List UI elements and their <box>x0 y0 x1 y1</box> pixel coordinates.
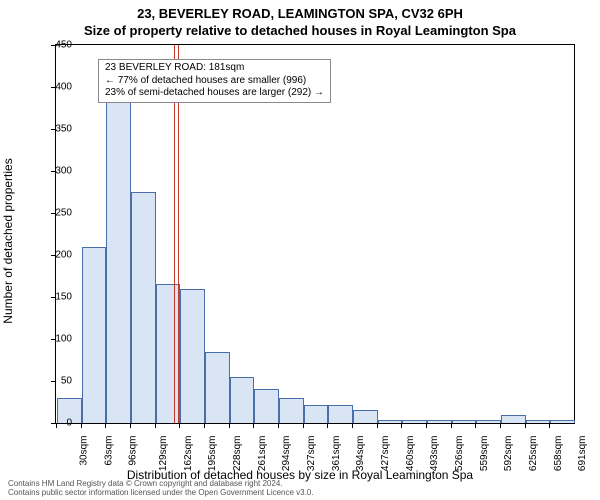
histogram-bar <box>279 398 304 423</box>
x-tick-label: 493sqm <box>429 436 440 472</box>
x-tick-mark <box>278 424 279 428</box>
histogram-bar <box>378 420 403 423</box>
histogram-bar <box>452 420 477 423</box>
footer-credits: Contains HM Land Registry data © Crown c… <box>8 480 314 498</box>
histogram-bar <box>328 405 353 423</box>
x-tick-label: 526sqm <box>454 436 465 472</box>
x-tick-label: 96sqm <box>128 436 139 466</box>
chart-title-line2: Size of property relative to detached ho… <box>0 23 600 38</box>
x-tick-label: 162sqm <box>183 436 194 472</box>
y-tick-mark <box>51 381 55 382</box>
histogram-bar <box>476 420 501 423</box>
x-tick-mark <box>451 424 452 428</box>
x-tick-mark <box>303 424 304 428</box>
x-tick-label: 592sqm <box>503 436 514 472</box>
footer-line3: Contains public sector information licen… <box>8 489 314 498</box>
x-tick-label: 625sqm <box>528 436 539 472</box>
y-tick-mark <box>51 255 55 256</box>
x-tick-mark <box>401 424 402 428</box>
histogram-bar <box>254 389 279 423</box>
histogram-bar <box>353 410 378 423</box>
x-tick-label: 195sqm <box>207 436 218 472</box>
plot-area: 23 BEVERLEY ROAD: 181sqm← 77% of detache… <box>55 44 575 424</box>
x-tick-mark <box>155 424 156 428</box>
histogram-bar <box>156 284 181 423</box>
x-tick-label: 460sqm <box>405 436 416 472</box>
histogram-bar <box>526 420 551 423</box>
histogram-bar <box>550 420 575 423</box>
annotation-line1: 23 BEVERLEY ROAD: 181sqm <box>105 62 324 75</box>
x-tick-mark <box>229 424 230 428</box>
annotation-box: 23 BEVERLEY ROAD: 181sqm← 77% of detache… <box>98 59 331 103</box>
histogram-bar <box>501 415 526 423</box>
x-tick-mark <box>130 424 131 428</box>
annotation-line2: ← 77% of detached houses are smaller (99… <box>105 75 324 88</box>
x-tick-mark <box>56 424 57 428</box>
x-tick-mark <box>81 424 82 428</box>
y-tick-mark <box>51 213 55 214</box>
x-tick-label: 261sqm <box>257 436 268 472</box>
histogram-bar <box>131 192 156 423</box>
x-tick-mark <box>253 424 254 428</box>
x-tick-mark <box>500 424 501 428</box>
y-tick-mark <box>51 297 55 298</box>
x-tick-mark <box>204 424 205 428</box>
x-tick-label: 63sqm <box>103 436 114 466</box>
x-tick-mark <box>105 424 106 428</box>
x-tick-mark <box>377 424 378 428</box>
y-tick-mark <box>51 171 55 172</box>
x-tick-label: 427sqm <box>380 436 391 472</box>
histogram-bar <box>230 377 255 423</box>
histogram-bar <box>427 420 452 423</box>
x-tick-mark <box>179 424 180 428</box>
histogram-bar <box>402 420 427 423</box>
x-tick-label: 30sqm <box>79 436 90 466</box>
x-tick-label: 361sqm <box>331 436 342 472</box>
histogram-bar <box>82 247 107 423</box>
chart-title-line1: 23, BEVERLEY ROAD, LEAMINGTON SPA, CV32 … <box>0 6 600 21</box>
x-tick-mark <box>525 424 526 428</box>
x-tick-mark <box>327 424 328 428</box>
y-tick-mark <box>51 87 55 88</box>
y-tick-mark <box>51 339 55 340</box>
x-tick-label: 327sqm <box>306 436 317 472</box>
y-axis-label: Number of detached properties <box>1 158 15 323</box>
x-tick-mark <box>549 424 550 428</box>
histogram-bar <box>205 352 230 423</box>
x-tick-mark <box>426 424 427 428</box>
histogram-bar <box>180 289 205 423</box>
y-tick-mark <box>51 129 55 130</box>
x-tick-label: 228sqm <box>232 436 243 472</box>
x-tick-label: 691sqm <box>577 436 588 472</box>
chart-container: 23, BEVERLEY ROAD, LEAMINGTON SPA, CV32 … <box>0 0 600 500</box>
x-tick-mark <box>352 424 353 428</box>
x-tick-label: 394sqm <box>355 436 366 472</box>
y-tick-mark <box>51 423 55 424</box>
histogram-bar <box>304 405 329 423</box>
x-tick-label: 129sqm <box>158 436 169 472</box>
annotation-line3: 23% of semi-detached houses are larger (… <box>105 87 324 100</box>
x-tick-label: 559sqm <box>479 436 490 472</box>
x-tick-label: 658sqm <box>553 436 564 472</box>
x-tick-mark <box>475 424 476 428</box>
histogram-bar <box>106 100 131 423</box>
x-tick-label: 294sqm <box>281 436 292 472</box>
y-tick-mark <box>51 45 55 46</box>
